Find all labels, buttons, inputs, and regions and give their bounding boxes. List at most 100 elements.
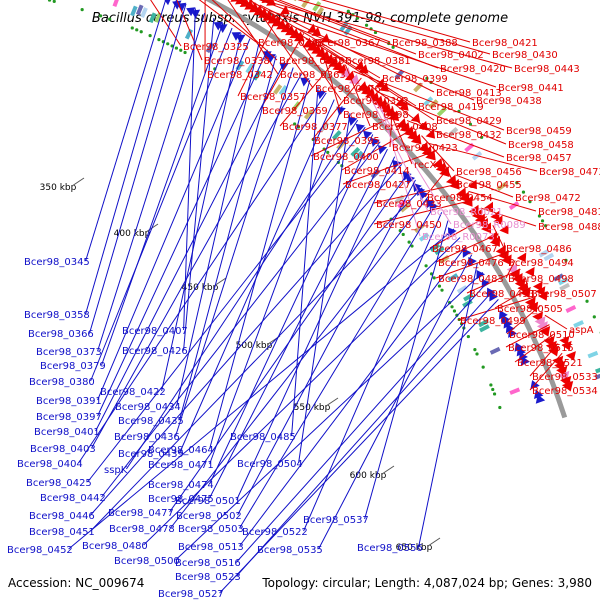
gene-label: Bcer98_0433: [376, 199, 442, 210]
forward-gene-arrow: [361, 84, 372, 96]
label-leader-line: [236, 289, 494, 577]
forward-gene-arrow: [340, 67, 352, 78]
reverse-gene-arrow: [514, 342, 524, 352]
reverse-gene-arrow: [505, 323, 515, 334]
gene-label: Bcer98_0436: [114, 432, 180, 443]
gene-label: Bcer98_0380: [29, 377, 95, 388]
forward-gene-arrow: [501, 254, 512, 266]
label-leader-line: [248, 0, 381, 79]
label-leader-line: [161, 33, 242, 392]
accession-text: Accession: NC_009674: [8, 576, 144, 590]
label-leader-line: [418, 263, 478, 548]
forward-gene-arrow: [425, 149, 436, 161]
label-leader-line: [428, 142, 538, 172]
gene-label: Bcer98_0414: [344, 166, 410, 177]
label-leader-line: [97, 49, 268, 417]
label-leader-line: [169, 171, 410, 513]
scale-tick-label: 650 kbp: [396, 543, 433, 553]
gene-label: Bcer98_0507: [531, 289, 597, 300]
cog-category-block: [436, 106, 447, 117]
label-leader-line: [239, 245, 467, 547]
gc-marker: [437, 284, 442, 288]
gene-label: Bcer98_0516: [175, 558, 241, 569]
gene-label: Bcer98_0397: [36, 412, 102, 423]
gene-label: Bcer98_0398: [343, 110, 409, 121]
forward-gene-arrow: [435, 162, 447, 173]
label-leader-line: [529, 343, 559, 377]
gene-label: Bcer98_0521: [517, 358, 583, 369]
gene-label: Bcer98_0522: [242, 527, 308, 538]
forward-gene-arrow: [311, 26, 322, 36]
forward-gene-arrow: [425, 128, 436, 139]
gene-label: Bcer98_0338: [204, 56, 270, 67]
gc-marker: [473, 347, 477, 352]
gene-label: Bcer98_0499: [460, 316, 526, 327]
label-leader-line: [457, 296, 536, 321]
forward-gene-arrow: [373, 95, 384, 107]
label-leader-line: [175, 67, 294, 437]
reverse-gene-arrow: [503, 319, 513, 329]
gene-label: Bcer98_0379: [40, 361, 106, 372]
cog-category-block: [303, 109, 314, 120]
gene-label: Bcer98_0419: [418, 102, 484, 113]
reverse-gene-arrow: [316, 90, 326, 100]
forward-gene-arrow: [432, 157, 443, 169]
cog-category-block: [558, 277, 569, 286]
gc-marker: [540, 219, 545, 223]
label-leader-line: [298, 113, 351, 464]
gene-label: Bcer98_0395: [314, 136, 380, 147]
gene-label: Bcer98_0455: [456, 180, 522, 191]
gc-marker: [537, 214, 542, 218]
gene-label: Bcer98_0523: [175, 572, 241, 583]
gene-label: Bcer98_0438: [476, 96, 542, 107]
gc-marker: [293, 122, 297, 126]
label-leader-line: [353, 70, 505, 131]
gc-marker: [481, 365, 485, 369]
scale-tick: 550 kbp: [294, 397, 339, 413]
gc-marker: [166, 42, 170, 46]
cog-category-block: [319, 121, 330, 132]
gc-marker: [450, 305, 454, 309]
gene-label: Bcer98_0457: [506, 153, 572, 164]
forward-gene-arrow: [493, 215, 503, 226]
label-leader-line: [375, 100, 452, 225]
label-leader-line: [429, 216, 488, 249]
gene-label: Bcer98_0450: [376, 220, 442, 231]
forward-gene-arrow: [365, 88, 376, 99]
label-leader-line: [311, 38, 417, 107]
scale-tick-label: 350 kbp: [40, 183, 77, 193]
reverse-gene-arrow: [468, 256, 477, 267]
label-leader-line: [311, 77, 362, 141]
reverse-gene-arrow: [186, 7, 196, 17]
label-leader-line: [376, 91, 507, 145]
gc-marker: [179, 48, 183, 52]
gene-label: Bcer98_0464: [148, 445, 214, 456]
label-leader-line: [91, 73, 303, 449]
forward-gene-arrow: [565, 351, 576, 361]
cog-category-block: [429, 243, 441, 253]
cog-category-block: [245, 63, 255, 74]
label-leader-line: [279, 57, 338, 127]
gene-label: Bcer98_0534: [532, 386, 598, 397]
gc-marker: [174, 46, 179, 50]
forward-gene-arrow: [410, 112, 421, 123]
gene-label: Bcer98_0401: [34, 427, 100, 438]
gc-marker: [47, 0, 52, 2]
label-leader-line: [380, 106, 421, 237]
gene-label: Bcer98_0357: [240, 92, 306, 103]
forward-gene-arrow: [481, 222, 492, 234]
cog-category-block: [478, 319, 489, 328]
label-leader-line: [179, 99, 335, 454]
gene-label: Bcer98_0494: [508, 258, 574, 269]
gene-label: Bcer98_0426: [122, 346, 188, 357]
cog-category-block: [538, 248, 550, 258]
gene-label: Bcer98_0423: [392, 143, 458, 154]
scale-tick-label: 450 kbp: [182, 283, 219, 293]
label-leader-line: [259, 0, 513, 69]
gene-label: Bcer98_0376: [315, 84, 381, 95]
reverse-gene-arrow: [172, 0, 182, 10]
gc-marker: [157, 38, 161, 42]
gene-label: Bcer98_0359: [279, 56, 345, 67]
cog-category-block: [350, 146, 361, 157]
cog-category-block: [595, 366, 600, 374]
